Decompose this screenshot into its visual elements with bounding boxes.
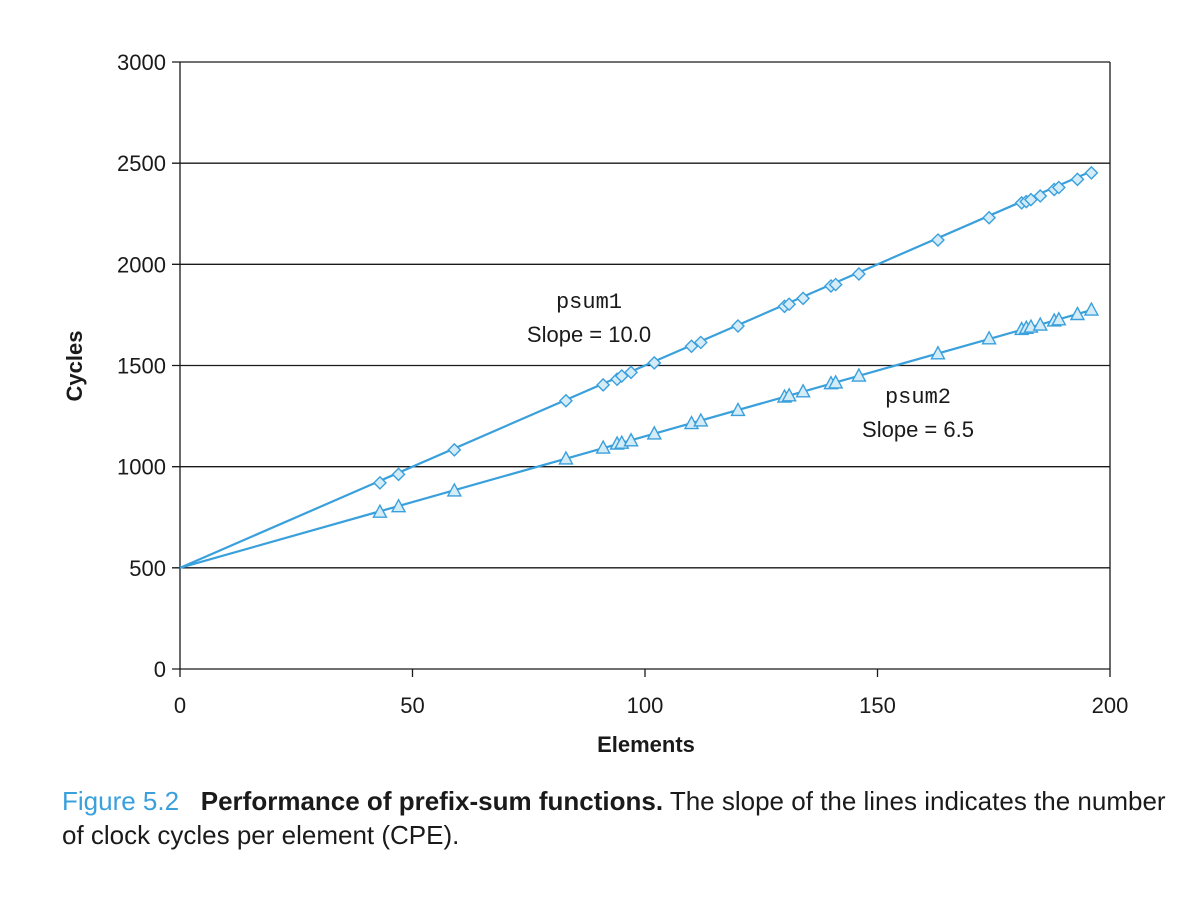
series-lines xyxy=(179,170,1092,569)
psum1-point xyxy=(982,210,997,225)
psum1-point xyxy=(391,467,406,482)
y-axis-title: Cycles xyxy=(62,331,87,402)
psum2-label: psum2 xyxy=(885,385,951,410)
figure-description: The slope of the lines indicates the num… xyxy=(62,786,1166,850)
psum2-point xyxy=(693,412,709,427)
psum1-point xyxy=(1070,172,1085,187)
psum2-point xyxy=(646,425,662,440)
psum1-point xyxy=(828,277,843,292)
x-tick-label: 50 xyxy=(400,693,424,718)
psum1-slope-label: Slope = 10.0 xyxy=(527,322,651,347)
psum1-point xyxy=(447,442,462,457)
psum1-point xyxy=(558,393,573,408)
psum1-point xyxy=(1084,165,1099,180)
psum2-point xyxy=(446,482,463,497)
psum2-point xyxy=(1069,306,1086,321)
psum2-point xyxy=(851,367,867,382)
figure-caption: Figure 5.2 Performance of prefix-sum fun… xyxy=(62,784,1192,852)
axis-ticks: 0 500 1000 1500 2000 2500 3000 0 50 100 150 200 xyxy=(117,50,1128,718)
psum2-point xyxy=(372,503,388,518)
figure-title: Performance of prefix-sum functions. xyxy=(200,786,664,816)
x-tick-label: 150 xyxy=(859,693,896,718)
psum1-point xyxy=(851,267,866,282)
psum2-point xyxy=(1083,301,1100,316)
psum2-point xyxy=(781,387,797,402)
psum2-point xyxy=(730,401,746,417)
psum1-point xyxy=(684,339,699,354)
psum1-line xyxy=(179,170,1092,569)
psum1-point xyxy=(596,377,611,392)
psum1-point xyxy=(693,335,708,350)
psum1-point xyxy=(782,297,797,312)
psum2-point xyxy=(827,374,844,389)
x-axis-title: Elements xyxy=(597,732,695,757)
psum2-point xyxy=(1032,316,1048,331)
psum2-point xyxy=(795,383,811,398)
psum1-point xyxy=(796,291,811,306)
gridlines xyxy=(172,61,1110,670)
plot-frame xyxy=(179,62,1111,677)
y-tick-label: 2500 xyxy=(117,151,166,176)
y-tick-label: 0 xyxy=(154,657,166,682)
psum2-point xyxy=(1051,311,1067,326)
figure-number: Figure 5.2 xyxy=(62,786,180,816)
psum1-point xyxy=(372,475,387,490)
psum2-point xyxy=(930,345,946,360)
x-tick-label: 0 xyxy=(174,693,186,718)
psum1-point xyxy=(731,319,745,334)
psum1-point xyxy=(1051,180,1066,195)
y-tick-label: 500 xyxy=(129,556,166,581)
psum2-slope-label: Slope = 6.5 xyxy=(862,417,974,442)
psum1-point xyxy=(624,365,639,380)
psum2-point xyxy=(558,450,574,465)
psum2-point xyxy=(981,330,997,345)
psum1-label: psum1 xyxy=(556,290,622,315)
psum1-point xyxy=(930,233,945,248)
psum2-point xyxy=(390,498,407,513)
series-markers xyxy=(372,165,1100,518)
y-tick-label: 2000 xyxy=(117,252,166,277)
y-tick-label: 1000 xyxy=(117,455,166,480)
psum1-point xyxy=(1033,188,1048,203)
y-tick-label: 3000 xyxy=(117,50,166,75)
psum2-point xyxy=(623,432,639,447)
chart: 0 500 1000 1500 2000 2500 3000 0 50 100 150 200 Ele… xyxy=(62,50,1128,757)
y-tick-label: 1500 xyxy=(117,354,166,379)
x-tick-label: 100 xyxy=(627,693,664,718)
psum1-point xyxy=(647,355,662,370)
x-tick-label: 200 xyxy=(1092,693,1129,718)
psum2-point xyxy=(595,439,611,454)
